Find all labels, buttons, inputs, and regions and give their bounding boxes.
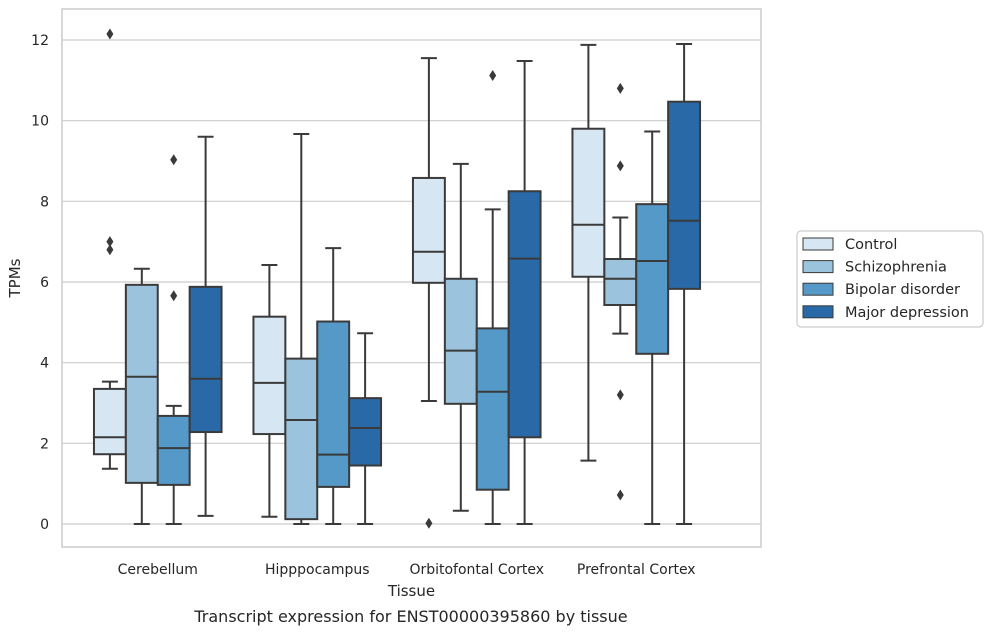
legend-label: Control <box>845 237 897 253</box>
chart-caption: Transcript expression for ENST0000039586… <box>193 607 627 626</box>
box-2-0 <box>411 57 446 529</box>
outlier-point <box>106 244 114 256</box>
plot-area-frame <box>61 8 762 548</box>
box-0-1 <box>124 267 159 525</box>
box-body <box>92 387 127 456</box>
box-body <box>443 277 478 405</box>
y-tick-label: 8 <box>40 194 49 210</box>
outlier-point <box>170 290 178 302</box>
box-body <box>156 414 191 486</box>
x-tick-label: Prefrontal Cortex <box>577 562 696 578</box>
box-2-3 <box>507 59 542 525</box>
box-3-2 <box>635 130 670 525</box>
legend: Control Schizophrenia Bipolar disorder Majo… <box>796 230 984 328</box>
y-axis-label: TPMs <box>6 258 24 298</box>
outlier-point <box>616 82 624 94</box>
box-body <box>348 397 383 467</box>
x-tick-label: Hipppocampus <box>265 562 370 578</box>
box-1-3 <box>348 332 383 525</box>
box-0-3 <box>188 135 223 517</box>
box-body <box>635 203 670 355</box>
outlier-point <box>616 389 624 401</box>
tick-labels: 0 2 4 6 8 10 12 Cerebellum Hipppocampus Orbitofon… <box>31 33 695 578</box>
box-body <box>475 327 510 491</box>
legend-label: Bipolar disorder <box>845 282 960 298</box>
box-body <box>507 190 542 439</box>
legend-swatch <box>802 282 834 296</box>
x-axis-label: Tissue <box>387 582 435 600</box>
y-tick-label: 4 <box>40 356 49 372</box>
y-tick-label: 12 <box>31 33 49 49</box>
outlier-point <box>489 69 497 81</box>
box-1-2 <box>316 247 351 525</box>
box-2-2 <box>475 69 510 525</box>
legend-label: Major depression <box>845 305 969 321</box>
box-3-0 <box>571 43 606 462</box>
box-3-3 <box>667 43 702 525</box>
x-tick-label: Orbitofontal Cortex <box>409 562 544 578</box>
box-body <box>252 315 287 436</box>
outlier-point <box>106 236 114 248</box>
outlier-point <box>616 489 624 501</box>
legend-frame <box>796 230 984 328</box>
box-body <box>603 258 638 306</box>
box-body <box>667 100 702 290</box>
legend-label: Schizophrenia <box>845 260 947 276</box>
box-layer <box>92 28 702 529</box>
box-0-2 <box>156 154 191 525</box>
box-body <box>571 127 606 278</box>
box-body <box>188 285 223 434</box>
outlier-point <box>170 154 178 166</box>
box-1-0 <box>252 264 287 518</box>
legend-swatch <box>802 237 834 251</box>
outlier-point <box>425 517 433 529</box>
box-body <box>284 357 319 521</box>
box-body <box>316 320 351 488</box>
outlier-point <box>616 160 624 172</box>
x-tick-label: Cerebellum <box>118 562 198 578</box>
box-1-1 <box>284 132 319 525</box>
legend-swatch <box>802 305 834 319</box>
box-3-1 <box>603 82 638 501</box>
y-tick-label: 2 <box>40 436 49 452</box>
outlier-point <box>106 28 114 40</box>
y-tick-label: 6 <box>40 275 49 291</box>
box-body <box>411 176 446 284</box>
legend-swatch <box>802 260 834 274</box>
box-0-0 <box>92 28 127 470</box>
y-tick-label: 0 <box>40 517 49 533</box>
y-tick-label: 10 <box>31 114 49 130</box>
box-body <box>124 283 159 484</box>
box-2-1 <box>443 162 478 512</box>
